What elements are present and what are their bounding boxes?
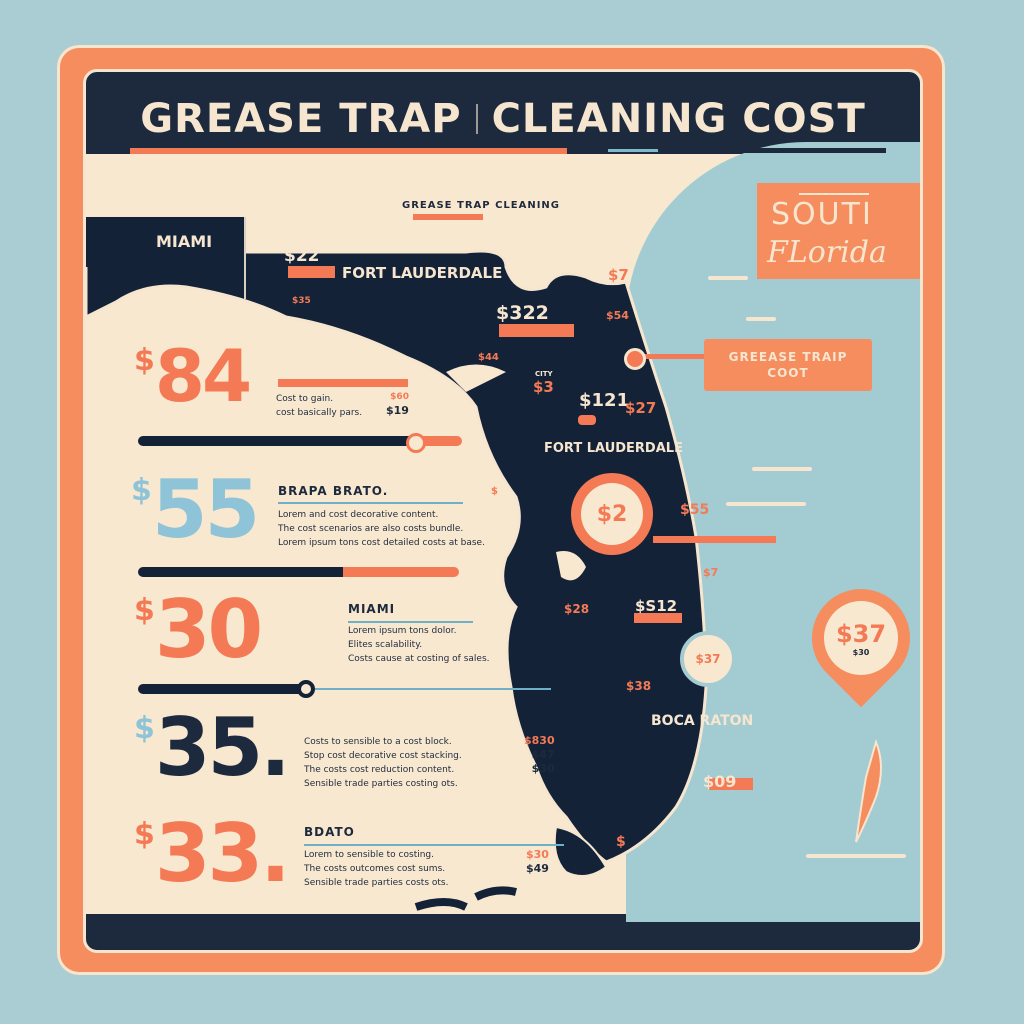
callout-leader [634,354,726,359]
cost-row-3-price: $30 [134,583,263,676]
region-line-2: FLorida [767,235,887,270]
map-price-note: CITY [614,259,632,267]
callout-box: GREEASE TRAIP COOT [704,339,872,391]
cost-row-3-desc: Lorem ipsum tons dolor. Elites scalabili… [348,626,490,664]
map-price: $35 [292,296,311,306]
map-price: $7 [703,566,719,579]
map-price: $38 [626,679,652,693]
pin-price: $37 [835,619,887,648]
price-pin-inner: $37 $30 [824,601,898,675]
wave [752,467,812,471]
map-price-note: CITY [535,370,553,378]
price-tag-bar [499,324,574,337]
map-price: $322 [496,302,549,324]
wave [726,502,806,506]
cost-row-4-price: $35. [134,701,291,794]
cost-row-1-price: $84 [134,334,252,418]
map-block-miami [86,217,244,267]
cost-row-4-desc: Costs to sensible to a cost block. Stop … [304,737,462,789]
dollar-icon: $ [616,834,626,850]
map-city-fort-lauderdale: FORT LAUDERDALE [342,264,503,282]
cost-row-2-price: $55 [131,463,260,556]
cost-row-5-side-prices: $30 $49 [526,848,549,875]
cost-row-5-desc: Lorem to sensible to costing. The costs … [304,850,449,888]
region-line-1: SOUTI [771,197,873,232]
map-price: $121 [579,390,630,411]
price-tag-bar [708,778,753,790]
map-pill-marker [578,415,596,425]
map-price: $27 [625,399,657,417]
accent-bar [278,379,408,387]
poster: GREASE TRAP CLEANING COST GREASE TRAP CL… [83,69,923,953]
cost-row-1-desc: Cost to gain. cost basically pars. [276,394,363,418]
map-price: $44 [478,352,499,363]
map-price: $54 [606,309,629,322]
header-accent-stripe [130,148,567,154]
wave [708,276,748,280]
cost-row-4-side-prices: $830 $47 $30 [524,734,555,775]
cost-row-2-heading: BRAPA BRATO. [278,484,389,498]
map-city-boca-raton: BOCA RATON [651,713,754,729]
cost-row-2-desc: Lorem and cost decorative content. The c… [278,510,485,548]
dollar-icon: $ [491,486,498,497]
map-price: $09 [703,772,737,791]
title-right: CLEANING COST [491,96,866,142]
title-bar: GREASE TRAP CLEANING COST [110,84,896,154]
header-navy-stripe-2 [676,148,886,153]
map-price: $22 [284,246,320,266]
wave [746,317,776,321]
map-price-circle-small: $37 [680,631,736,687]
map-price: $7 [608,266,629,284]
cost-row-1-progress[interactable] [138,436,414,446]
cost-row-5-price: $33. [134,807,291,900]
cost-row-3-slider-knob[interactable] [297,680,315,698]
cost-row-3-progress[interactable] [138,684,306,694]
cost-row-1-slider-knob[interactable] [406,433,426,453]
cost-row-1-side-prices: $60 $19 [386,392,409,417]
florida-map [86,215,882,911]
map-marker [624,348,646,370]
price-tag-bar [634,613,682,623]
map-price: $S12 [635,597,678,615]
map-divider [244,217,246,299]
map-price: $28 [564,602,590,616]
price-tag-bar [288,266,335,278]
divider-rule [348,621,473,623]
title-divider [475,104,478,134]
callout-line-2: COOT [767,366,809,380]
circle-price: $2 [596,501,628,527]
region-badge: SOUTI FLorida [757,183,920,279]
map-city-fort-lauderdale-2: FORT LAUDERDALE [544,441,683,456]
map-price: $3 [533,378,554,396]
header-blue-stripe [608,149,658,152]
wave [806,854,906,858]
subtitle-underline [413,214,483,220]
map-price: $55 [680,502,710,518]
cost-row-3-heading: MIAMI [348,602,396,616]
map-city-miami: MIAMI [156,232,213,251]
section-subtitle: GREASE TRAP CLEANING [402,200,561,211]
title-left: GREASE TRAP [140,96,462,142]
divider-rule [304,844,564,846]
header-navy-stripe [666,136,886,141]
circle-leader [653,536,776,543]
cost-row-2-progress[interactable] [138,567,343,577]
callout-line-1: GREEASE TRAIP [728,350,848,364]
map-price-circle: $2 [571,473,653,555]
divider-rule [278,502,463,504]
cost-row-5-heading: BDATO [304,825,355,839]
pin-note: $30 [852,647,870,657]
